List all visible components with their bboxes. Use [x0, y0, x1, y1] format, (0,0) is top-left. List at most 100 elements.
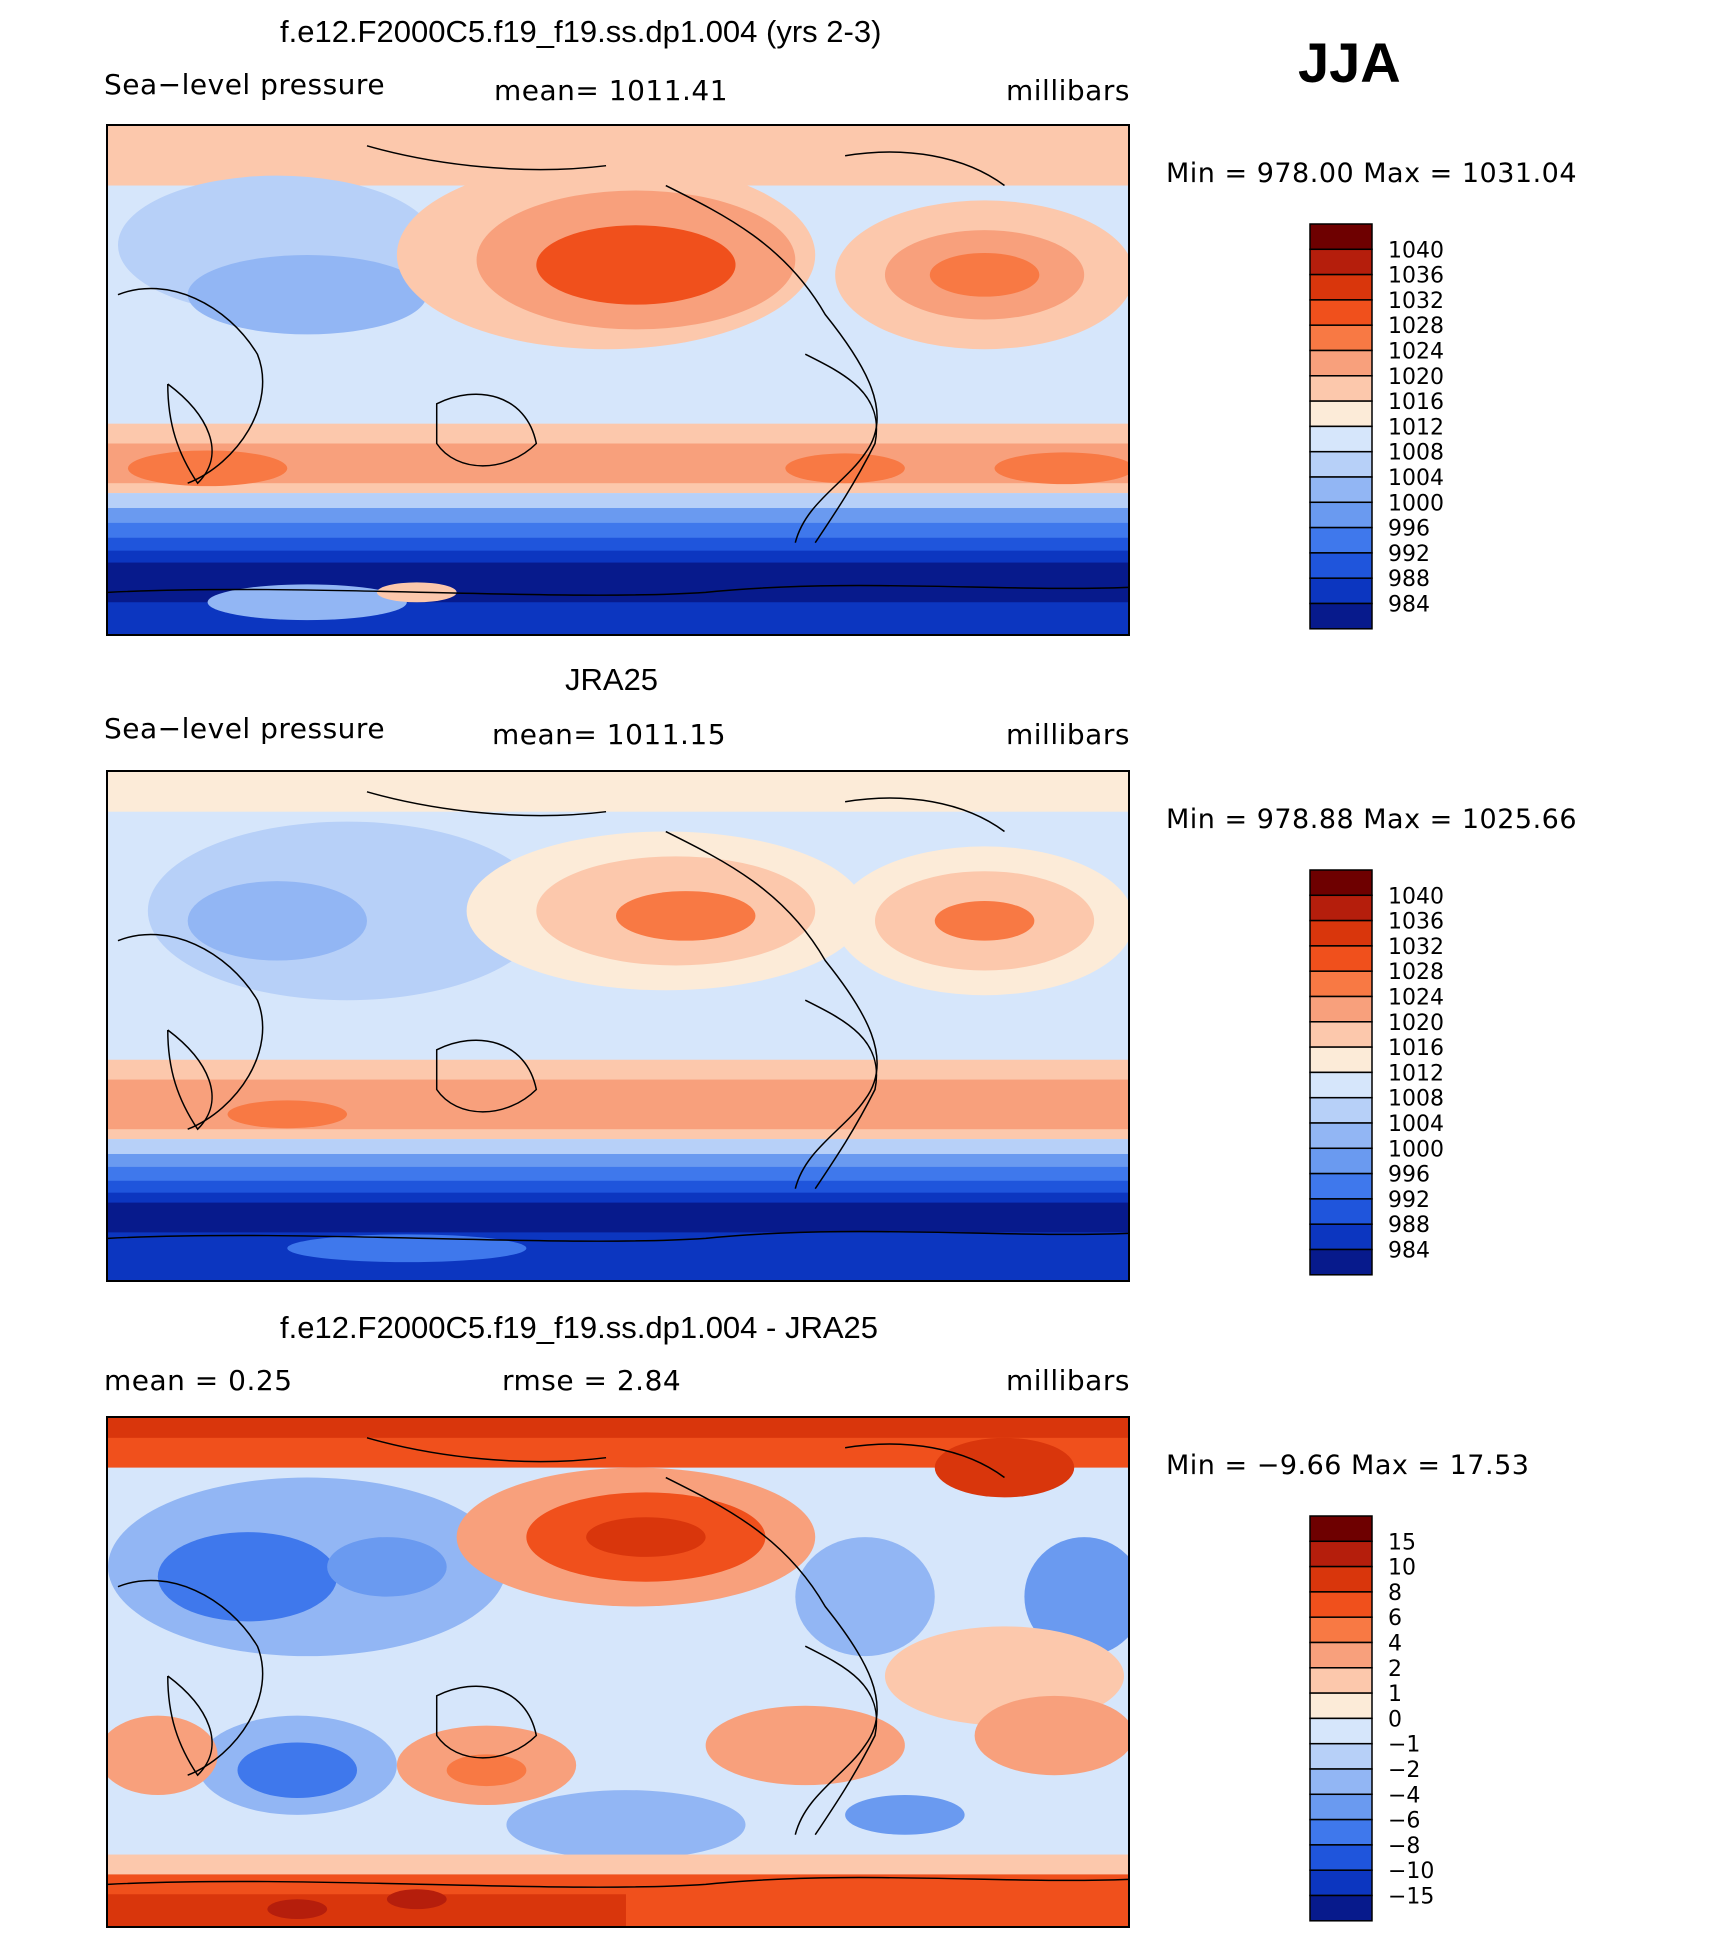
colorbar-level-label: 1016 — [1388, 390, 1444, 415]
panel-2-variable-label: Sea−level pressure — [104, 712, 386, 745]
panel-1-units-label: millibars — [1006, 74, 1130, 107]
colorbar-level-label: 1032 — [1388, 289, 1444, 314]
colorbar-level-label: 1024 — [1388, 340, 1444, 365]
colorbar-swatch — [1309, 450, 1373, 478]
colorbar-level-label: 988 — [1388, 1213, 1430, 1238]
colorbar-level-label: 1012 — [1388, 1061, 1444, 1086]
colorbar-swatch — [1309, 1147, 1373, 1175]
colorbar-level-label: 2 — [1388, 1657, 1402, 1682]
colorbar-swatch — [1309, 1248, 1373, 1276]
panel-1-minmax: Min = 978.00 Max = 1031.04 — [1166, 158, 1578, 189]
season-label: JJA — [1298, 31, 1401, 94]
colorbar-level-label: 988 — [1388, 567, 1430, 592]
panel-2-title: JRA25 — [565, 662, 659, 697]
panel-2-mean-label: mean= 1011.15 — [492, 718, 727, 751]
colorbar-swatch — [1309, 869, 1373, 897]
colorbar-swatch — [1309, 1793, 1373, 1821]
colorbar-swatch — [1309, 1046, 1373, 1074]
colorbar-level-label: 1 — [1388, 1682, 1402, 1707]
colorbar-swatch — [1309, 1071, 1373, 1099]
panel-3-map — [106, 1416, 1130, 1928]
colorbar-level-label: 984 — [1388, 1239, 1430, 1264]
colorbar-level-label: 0 — [1388, 1707, 1402, 1732]
colorbar-level-label: 1036 — [1388, 910, 1444, 935]
colorbar-level-label: 8 — [1388, 1581, 1402, 1606]
colorbar-swatch — [1309, 1641, 1373, 1669]
colorbar-swatch — [1309, 425, 1373, 453]
panel-1-map-svg — [108, 126, 1128, 634]
panel-3-rmse-label: rmse = 2.84 — [502, 1364, 682, 1397]
colorbar-swatch — [1309, 1515, 1373, 1543]
colorbar-swatch — [1309, 894, 1373, 922]
colorbar-swatch — [1309, 1122, 1373, 1150]
colorbar-swatch — [1309, 1667, 1373, 1694]
panel-2-units-label: millibars — [1006, 718, 1130, 751]
colorbar-swatch — [1309, 1096, 1373, 1124]
colorbar-swatch — [1309, 945, 1373, 972]
panel-2-colorbar-svg: 1040103610321028102410201016101210081004… — [1309, 869, 1444, 1276]
colorbar-level-label: 1024 — [1388, 986, 1444, 1011]
colorbar-level-label: 1028 — [1388, 960, 1444, 985]
panel-1-variable-label: Sea−level pressure — [104, 68, 386, 101]
panel-3-map-svg — [108, 1418, 1128, 1926]
panel-2-map-svg — [108, 772, 1128, 1280]
colorbar-swatch — [1309, 602, 1373, 630]
colorbar-swatch — [1309, 1869, 1373, 1897]
colorbar-swatch — [1309, 476, 1373, 504]
panel-3-mean-label: mean = 0.25 — [104, 1364, 293, 1397]
colorbar-swatch — [1309, 273, 1373, 301]
colorbar-level-label: 10 — [1388, 1556, 1416, 1581]
colorbar-swatch — [1309, 1198, 1373, 1225]
colorbar-swatch — [1309, 1818, 1373, 1846]
colorbar-swatch — [1309, 1894, 1373, 1922]
colorbar-swatch — [1309, 1223, 1373, 1251]
colorbar-level-label: 1008 — [1388, 441, 1444, 466]
colorbar-level-label: 996 — [1388, 517, 1430, 542]
colorbar-swatch — [1309, 1616, 1373, 1644]
colorbar-level-label: 992 — [1388, 542, 1430, 567]
colorbar-swatch — [1309, 1172, 1373, 1200]
panel-2-colorbar: 1040 1036 1032 1028 1024 1020 1016 1012 1008 1004… — [1309, 869, 1550, 1285]
colorbar-swatch — [1309, 1540, 1373, 1568]
colorbar-level-label: 4 — [1388, 1632, 1402, 1657]
colorbar-swatch — [1309, 970, 1373, 998]
panel-1-colorbar: 1040 1036 1032 1028 1024 1020 1016 1012 1008 1004… — [1309, 223, 1550, 639]
colorbar-level-label: 1020 — [1388, 1011, 1444, 1036]
colorbar-swatch — [1309, 324, 1373, 352]
colorbar-swatch — [1309, 248, 1373, 276]
colorbar-swatch — [1309, 400, 1373, 428]
panel-2-map — [106, 770, 1130, 1282]
panel-3-title: f.e12.F2000C5.f19_f19.ss.dp1.004 - JRA25 — [280, 1310, 879, 1345]
colorbar-swatch — [1309, 1565, 1373, 1593]
panel-3-colorbar: 15 10 8 6 4 2 1 0 −1 −2 −4 −6 −8 −10 −15 — [1309, 1515, 1550, 1931]
panel-3-units-label: millibars — [1006, 1364, 1130, 1397]
colorbar-swatch — [1309, 1717, 1373, 1745]
colorbar-swatch — [1309, 501, 1373, 529]
colorbar-swatch — [1309, 375, 1373, 402]
colorbar-level-label: 1040 — [1388, 238, 1444, 263]
colorbar-level-label: 15 — [1388, 1530, 1416, 1555]
colorbar-swatch — [1309, 919, 1373, 947]
colorbar-level-label: 1000 — [1388, 491, 1444, 516]
colorbar-level-label: 6 — [1388, 1606, 1402, 1631]
colorbar-level-label: 1004 — [1388, 466, 1444, 491]
colorbar-level-label: 1012 — [1388, 415, 1444, 440]
colorbar-level-label: 1028 — [1388, 314, 1444, 339]
colorbar-swatch — [1309, 299, 1373, 326]
colorbar-level-label: 1020 — [1388, 365, 1444, 390]
colorbar-level-label: 992 — [1388, 1188, 1430, 1213]
colorbar-level-label: 996 — [1388, 1163, 1430, 1188]
colorbar-swatch — [1309, 1692, 1373, 1720]
panel-2-minmax: Min = 978.88 Max = 1025.66 — [1166, 804, 1578, 835]
colorbar-level-label: −1 — [1388, 1733, 1420, 1758]
colorbar-level-label: 1000 — [1388, 1137, 1444, 1162]
colorbar-swatch — [1309, 1742, 1373, 1770]
colorbar-swatch — [1309, 1021, 1373, 1048]
colorbar-level-label: −15 — [1388, 1885, 1434, 1910]
colorbar-level-label: −10 — [1388, 1859, 1434, 1884]
colorbar-level-label: 1036 — [1388, 264, 1444, 289]
panel-1-map — [106, 124, 1130, 636]
colorbar-swatch — [1309, 552, 1373, 579]
colorbar-swatch — [1309, 223, 1373, 251]
